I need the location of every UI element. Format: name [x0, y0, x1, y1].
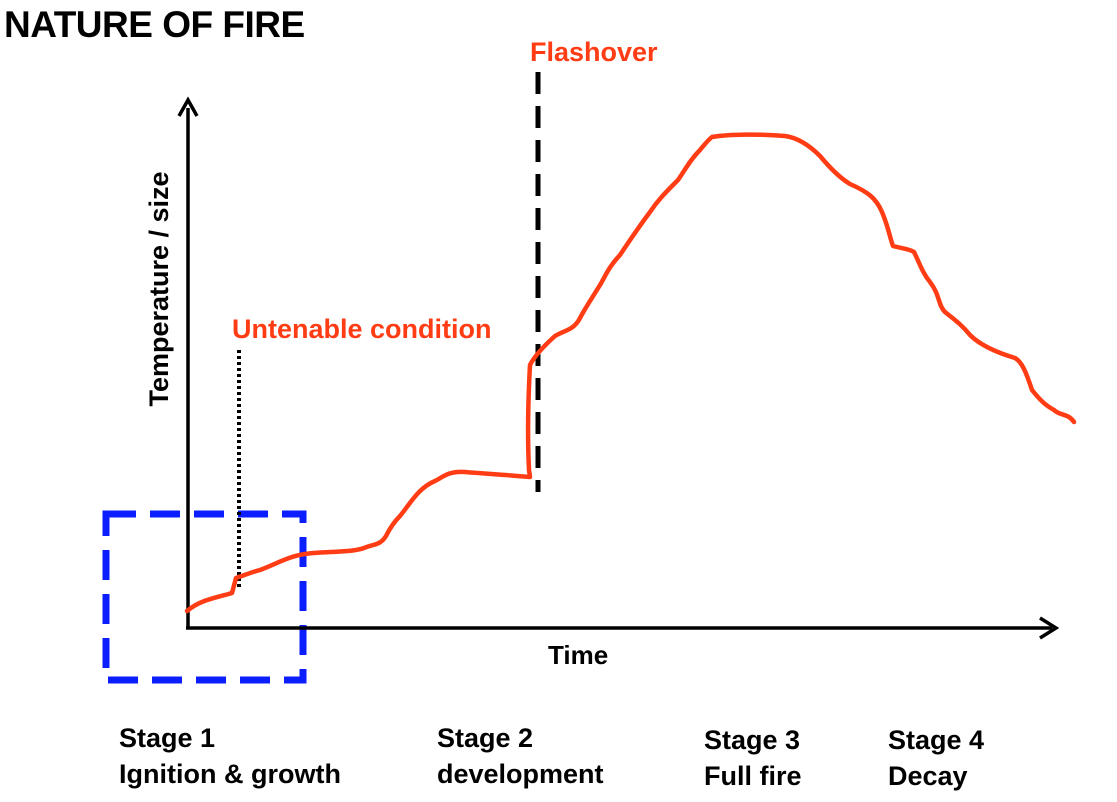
y-axis-arrow-icon: [177, 96, 199, 117]
stage-2-label: Stage 2 development: [437, 720, 604, 792]
untenable-label: Untenable condition: [232, 314, 492, 344]
fire-development-curve: [184, 132, 1077, 614]
stage-2-desc: development: [437, 759, 604, 789]
stage-4-name: Stage 4: [888, 725, 985, 755]
stage-1-desc: Ignition & growth: [119, 759, 341, 789]
stage-3-name: Stage 3: [704, 725, 801, 755]
stage1-highlight-box: [102, 510, 307, 684]
stage-3-desc: Full fire: [704, 761, 802, 791]
stage-4-label: Stage 4 Decay: [888, 722, 984, 794]
x-axis-label: Time: [548, 640, 608, 670]
stage-3-label: Stage 3 Full fire: [704, 722, 802, 794]
page-title: NATURE OF FIRE: [4, 4, 305, 45]
stage-1-label: Stage 1 Ignition & growth: [119, 720, 341, 792]
y-axis-label: Temperature / size: [144, 171, 174, 406]
x-axis-arrow-icon: [1039, 616, 1060, 640]
stage-1-name: Stage 1: [119, 723, 216, 753]
stage-4-desc: Decay: [888, 761, 968, 791]
flashover-label: Flashover: [530, 37, 658, 67]
stage-2-name: Stage 2: [437, 723, 534, 753]
